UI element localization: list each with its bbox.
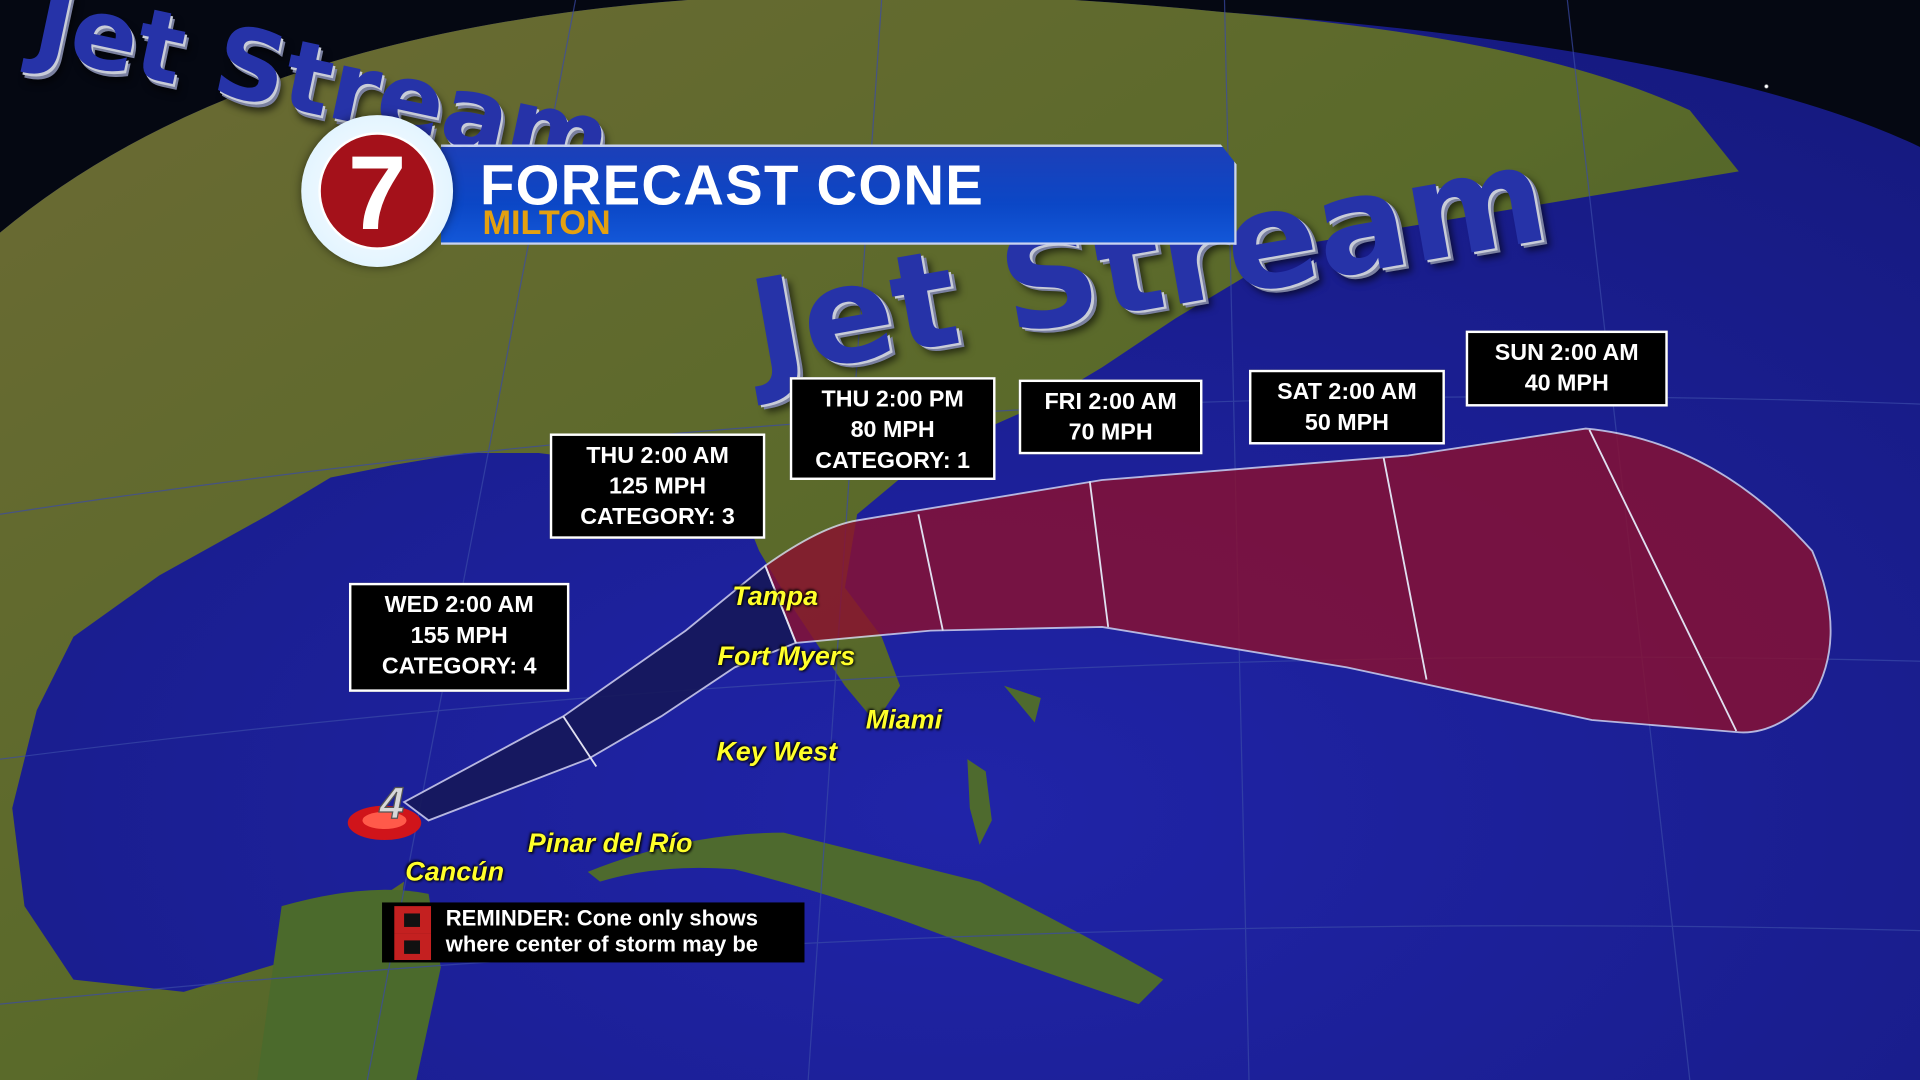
forecast-wind: 70 MPH: [1068, 420, 1153, 446]
hurricane-icon: 4: [347, 778, 422, 841]
forecast-category: CATEGORY: 1: [815, 448, 970, 474]
storm-name: MILTON: [482, 203, 611, 242]
city-label-tampa: Tampa: [732, 580, 819, 612]
forecast-time: WED 2:00 AM: [384, 592, 534, 619]
reminder-line-1: REMINDER: Cone only shows: [445, 906, 759, 931]
forecast-label-fri: FRI 2:00 AM 70 MPH: [1018, 379, 1203, 455]
cuba-land: [587, 832, 1164, 1005]
forecast-category: CATEGORY: 4: [381, 653, 537, 680]
forecast-label-thu-pm: THU 2:00 PM 80 MPH CATEGORY: 1: [789, 377, 996, 481]
forecast-label-sat: SAT 2:00 AM 50 MPH: [1248, 369, 1445, 445]
north-america-land: [0, 0, 1739, 1080]
reminder-line-2: where center of storm may be: [445, 931, 759, 957]
forecast-wind: 40 MPH: [1524, 371, 1609, 397]
forecast-time: SAT 2:00 AM: [1277, 379, 1417, 406]
city-label-key-west: Key West: [716, 735, 838, 767]
bahamas-land: [967, 685, 1041, 845]
forecast-wind: 50 MPH: [1304, 410, 1389, 436]
city-label-cancun: Cancún: [405, 855, 505, 887]
forecast-category: CATEGORY: 3: [580, 504, 735, 531]
forecast-wind: 155 MPH: [410, 623, 508, 649]
forecast-wind: 80 MPH: [850, 417, 935, 444]
forecast-time: THU 2:00 PM: [821, 386, 964, 413]
city-label-pinar-del-rio: Pinar del Río: [527, 827, 693, 859]
forecast-cone-hurricane-section: [764, 427, 1832, 734]
city-label-fort-myers: Fort Myers: [717, 640, 856, 672]
cone-dividers: [562, 429, 1738, 768]
station-logo: 7: [301, 115, 454, 267]
forecast-label-wed: WED 2:00 AM 155 MPH CATEGORY: 4: [348, 582, 570, 692]
reminder-text: REMINDER: Cone only shows where center o…: [446, 906, 758, 957]
city-label-miami: Miami: [865, 704, 943, 735]
forecast-cone-storm-section: [402, 564, 798, 822]
reminder-box: REMINDER: Cone only shows where center o…: [382, 902, 805, 963]
forecast-time: THU 2:00 AM: [586, 443, 729, 469]
storm-category: 4: [379, 779, 405, 828]
header-banner: FORECAST CONE MILTON: [440, 144, 1237, 245]
forecast-label-sun: SUN 2:00 AM 40 MPH: [1465, 330, 1668, 407]
logo-7-icon: 7: [318, 132, 436, 252]
forecast-time: FRI 2:00 AM: [1044, 389, 1177, 416]
page-title: FORECAST CONE: [480, 153, 985, 217]
forecast-wind: 125 MPH: [609, 473, 707, 500]
forecast-time: SUN 2:00 AM: [1494, 340, 1639, 367]
forecast-label-thu-am: THU 2:00 AM 125 MPH CATEGORY: 3: [549, 433, 766, 539]
